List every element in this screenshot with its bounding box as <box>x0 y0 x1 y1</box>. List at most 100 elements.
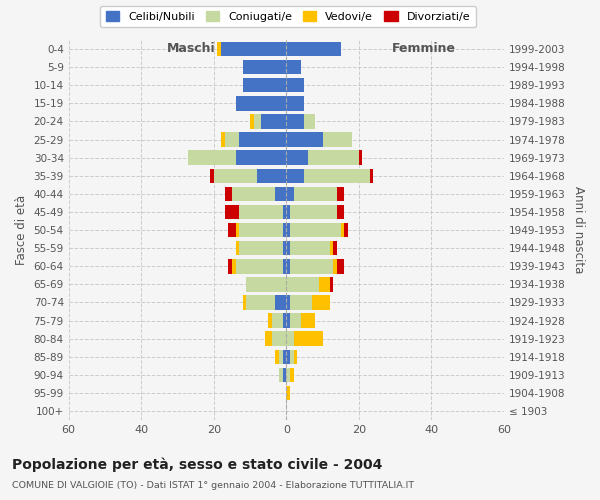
Bar <box>293 332 323 346</box>
Bar <box>290 350 293 364</box>
Bar <box>330 277 334 291</box>
Bar <box>283 368 286 382</box>
Bar <box>286 96 304 110</box>
Bar <box>243 78 286 92</box>
Bar <box>283 350 286 364</box>
Bar <box>286 186 293 201</box>
Bar <box>337 186 344 201</box>
Bar <box>286 168 304 183</box>
Bar <box>228 259 232 274</box>
Bar <box>286 78 304 92</box>
Bar <box>286 277 319 291</box>
Bar <box>236 241 239 256</box>
Bar <box>293 186 337 201</box>
Bar <box>272 332 286 346</box>
Bar <box>236 259 283 274</box>
Bar <box>250 114 254 128</box>
Bar <box>290 295 311 310</box>
Bar <box>359 150 362 165</box>
Bar <box>286 350 290 364</box>
Bar <box>286 332 293 346</box>
Bar <box>334 259 337 274</box>
Bar <box>232 186 275 201</box>
Bar <box>221 132 224 147</box>
Bar <box>214 168 257 183</box>
Bar <box>217 42 221 56</box>
Bar <box>279 368 283 382</box>
Bar <box>308 150 359 165</box>
Bar <box>247 277 286 291</box>
Bar <box>224 204 239 219</box>
Bar <box>224 132 239 147</box>
Bar <box>293 350 297 364</box>
Bar <box>286 42 341 56</box>
Bar <box>228 223 236 238</box>
Bar <box>236 96 286 110</box>
Bar <box>247 295 275 310</box>
Bar <box>236 150 286 165</box>
Bar <box>283 259 286 274</box>
Bar <box>304 168 370 183</box>
Bar <box>290 241 330 256</box>
Bar <box>286 204 290 219</box>
Bar <box>286 368 290 382</box>
Bar <box>239 132 286 147</box>
Bar <box>265 332 272 346</box>
Bar <box>286 114 304 128</box>
Bar <box>323 132 352 147</box>
Bar <box>239 241 283 256</box>
Bar <box>370 168 373 183</box>
Legend: Celibi/Nubili, Coniugati/e, Vedovi/e, Divorziati/e: Celibi/Nubili, Coniugati/e, Vedovi/e, Di… <box>100 6 476 28</box>
Bar <box>286 314 290 328</box>
Bar <box>341 223 344 238</box>
Bar <box>188 150 236 165</box>
Bar <box>286 386 290 400</box>
Bar <box>337 204 344 219</box>
Bar <box>290 314 301 328</box>
Text: COMUNE DI VALGIOIE (TO) - Dati ISTAT 1° gennaio 2004 - Elaborazione TUTTITALIA.I: COMUNE DI VALGIOIE (TO) - Dati ISTAT 1° … <box>12 481 414 490</box>
Bar <box>236 223 239 238</box>
Text: Maschi: Maschi <box>167 42 215 55</box>
Bar <box>283 223 286 238</box>
Bar <box>283 241 286 256</box>
Bar <box>275 186 286 201</box>
Bar <box>224 186 232 201</box>
Y-axis label: Anni di nascita: Anni di nascita <box>572 186 585 274</box>
Bar <box>283 314 286 328</box>
Bar <box>221 42 286 56</box>
Bar <box>286 259 290 274</box>
Bar <box>275 295 286 310</box>
Bar <box>254 114 261 128</box>
Bar <box>319 277 330 291</box>
Text: Femmine: Femmine <box>392 42 456 55</box>
Bar <box>330 241 334 256</box>
Bar <box>290 204 337 219</box>
Bar <box>301 314 316 328</box>
Bar <box>232 259 236 274</box>
Bar <box>286 150 308 165</box>
Bar <box>279 350 283 364</box>
Bar <box>268 314 272 328</box>
Bar <box>239 223 283 238</box>
Bar <box>290 223 341 238</box>
Bar <box>210 168 214 183</box>
Bar <box>243 60 286 74</box>
Bar <box>283 204 286 219</box>
Bar <box>286 60 301 74</box>
Bar <box>275 350 279 364</box>
Bar <box>272 314 283 328</box>
Bar <box>261 114 286 128</box>
Bar <box>257 168 286 183</box>
Y-axis label: Fasce di età: Fasce di età <box>15 195 28 265</box>
Bar <box>337 259 344 274</box>
Bar <box>290 259 334 274</box>
Bar <box>286 241 290 256</box>
Bar <box>286 295 290 310</box>
Text: Popolazione per età, sesso e stato civile - 2004: Popolazione per età, sesso e stato civil… <box>12 458 382 472</box>
Bar <box>334 241 337 256</box>
Bar <box>304 114 316 128</box>
Bar <box>344 223 348 238</box>
Bar <box>311 295 330 310</box>
Bar <box>286 223 290 238</box>
Bar <box>243 295 247 310</box>
